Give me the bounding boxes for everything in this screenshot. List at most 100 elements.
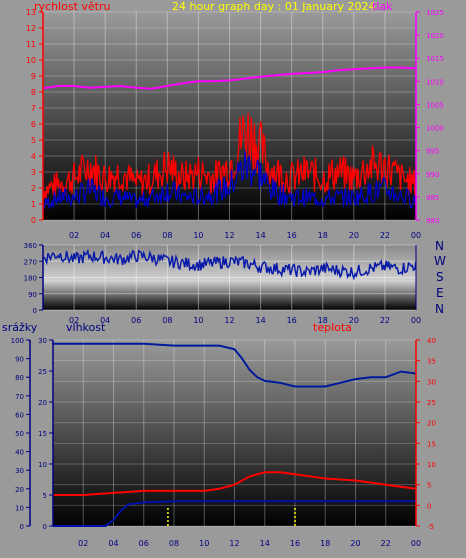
x-tick-label: 02 [69, 231, 79, 240]
y-tick-label: 0 [33, 307, 37, 315]
x-tick-label: 10 [199, 539, 209, 548]
temperature-line [53, 471, 417, 496]
y-right-tick-label: 985 [426, 194, 439, 202]
y-left-tick-label: 5 [31, 136, 36, 145]
wind-speed-label: rychlost větru [34, 0, 110, 13]
y-right-tick-label: 1005 [426, 101, 444, 109]
chart-title: 24 hour graph day : 01 January 2024 [172, 0, 376, 13]
y-left-tick-label: 12 [26, 24, 36, 33]
compass-letter-e: E [436, 286, 444, 300]
x-tick-label: 16 [290, 539, 300, 548]
wind-gust-line [42, 112, 417, 200]
x-tick-label: 06 [139, 539, 149, 548]
y-left-tick-label: 1 [31, 200, 36, 209]
y-right-tick-label: 980 [426, 217, 439, 225]
y-rain-tick-label: 0 [43, 523, 47, 531]
x-tick-label: 18 [318, 231, 328, 240]
x-tick-label: 18 [320, 539, 330, 548]
y-tick-label: 270 [24, 258, 37, 266]
x-tick-label: 02 [69, 316, 79, 325]
y-humidity-tick-label: 30 [15, 467, 24, 475]
y-humidity-tick-label: 40 [15, 449, 24, 457]
y-temp-tick-label: 20 [427, 420, 436, 428]
y-left-tick-label: 0 [31, 216, 36, 225]
y-left-tick-label: 8 [31, 88, 36, 97]
x-tick-label: 10 [193, 231, 203, 240]
x-tick-label: 08 [169, 539, 179, 548]
humidity-temperature-axes: 02 04 06 08 10 12 14 16 18 20 22 00-505101520253035… [11, 337, 436, 548]
y-left-tick-label: 3 [31, 168, 36, 177]
y-rain-tick-label: 20 [38, 399, 47, 407]
compass-letters: N W S E N [434, 239, 446, 316]
y-temp-tick-label: 25 [427, 399, 436, 407]
humidity-line [53, 342, 417, 388]
x-tick-label: 18 [318, 316, 328, 325]
x-tick-label: 16 [287, 316, 297, 325]
y-rain-tick-label: 30 [38, 337, 47, 345]
y-right-tick-label: 1010 [426, 78, 444, 86]
y-humidity-tick-label: 10 [15, 504, 24, 512]
y-right-tick-label: 990 [426, 171, 439, 179]
y-left-tick-label: 2 [31, 184, 36, 193]
y-temp-tick-label: 0 [427, 502, 431, 510]
y-right-tick-label: 1000 [426, 125, 444, 133]
y-left-tick-label: 10 [26, 56, 36, 65]
y-humidity-tick-label: 80 [15, 374, 24, 382]
x-tick-label: 22 [381, 539, 391, 548]
y-temp-tick-label: 40 [427, 337, 436, 345]
y-right-tick-label: 995 [426, 148, 439, 156]
y-left-tick-label: 13 [26, 8, 36, 17]
y-humidity-tick-label: 60 [15, 411, 24, 419]
x-tick-label: 20 [349, 316, 359, 325]
x-tick-label: 08 [162, 231, 172, 240]
y-left-tick-label: 9 [31, 72, 36, 81]
x-tick-label: 06 [131, 316, 141, 325]
y-rain-tick-label: 5 [43, 492, 47, 500]
y-left-tick-label: 11 [26, 40, 36, 49]
x-tick-label: 12 [224, 316, 234, 325]
y-temp-tick-label: 15 [427, 440, 436, 448]
compass-letter-n-top: N [435, 239, 444, 253]
y-right-tick-label: 1025 [426, 9, 444, 17]
rain-line [53, 500, 416, 527]
compass-letter-s: S [436, 270, 444, 284]
y-tick-label: 90 [28, 291, 37, 299]
y-temp-tick-label: 35 [427, 358, 436, 366]
compass-letter-w: W [434, 254, 446, 268]
x-tick-label: 04 [100, 316, 110, 325]
x-tick-label: 14 [255, 231, 265, 240]
x-tick-label: 16 [287, 231, 297, 240]
compass-letter-n-bottom: N [435, 302, 444, 316]
y-left-tick-label: 4 [31, 152, 36, 161]
y-temp-tick-label: 30 [427, 378, 436, 386]
y-right-tick-label: 1020 [426, 32, 444, 40]
wind-direction-line [42, 248, 417, 281]
wind-direction-axes: 0 90 180 270 360 02 04 06 08 10 12 14 16 18 20 22 00 [24, 242, 421, 325]
y-temp-tick-label: 5 [427, 482, 431, 490]
y-humidity-tick-label: 100 [11, 337, 24, 345]
wind-pressure-axes: 0123456789101112139809859909951000100510… [26, 8, 444, 240]
rain-label: srážky [2, 321, 38, 334]
x-tick-label: 20 [349, 231, 359, 240]
x-tick-label: 00 [411, 539, 421, 548]
y-humidity-tick-label: 0 [20, 523, 24, 531]
x-tick-label: 14 [260, 539, 270, 548]
x-tick-label: 04 [100, 231, 110, 240]
pressure-line [42, 66, 417, 90]
y-humidity-tick-label: 90 [15, 356, 24, 364]
wind-speed-series [42, 112, 417, 210]
y-left-tick-label: 6 [31, 120, 36, 129]
y-temp-tick-label: -5 [427, 523, 434, 531]
y-rain-tick-label: 15 [38, 430, 47, 438]
x-tick-label: 00 [411, 316, 421, 325]
y-rain-tick-label: 10 [38, 461, 47, 469]
rain-rate-marks [167, 508, 296, 526]
y-humidity-tick-label: 50 [15, 430, 24, 438]
y-tick-label: 180 [24, 275, 37, 283]
y-left-tick-label: 7 [31, 104, 36, 113]
wind-pressure-panel [43, 12, 416, 220]
x-tick-label: 00 [411, 231, 421, 240]
y-humidity-tick-label: 20 [15, 486, 24, 494]
